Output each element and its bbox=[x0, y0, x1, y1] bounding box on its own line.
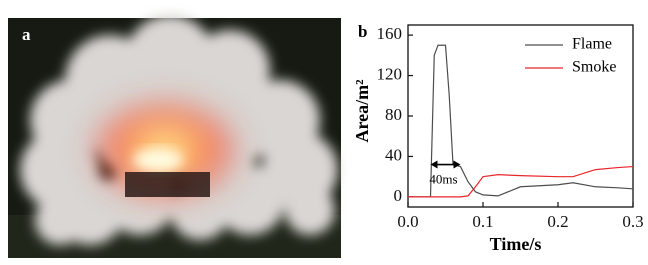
x-tick-label: 0.1 bbox=[472, 212, 493, 231]
panel-label: b bbox=[358, 22, 367, 41]
y-tick-label: 0 bbox=[394, 186, 403, 205]
legend-label: Smoke bbox=[572, 59, 616, 76]
x-axis-label: Time/s bbox=[490, 234, 542, 254]
photo: a bbox=[8, 15, 341, 258]
arrow-head bbox=[454, 161, 461, 169]
x-tick-label: 0.0 bbox=[397, 212, 418, 231]
y-axis-label: Area/m² bbox=[352, 79, 372, 142]
legend-label: Flame bbox=[572, 36, 612, 53]
y-tick-label: 40 bbox=[385, 145, 402, 164]
annotation-text: 40ms bbox=[429, 172, 457, 187]
x-tick-label: 0.3 bbox=[622, 212, 643, 231]
chart: 0 40 80 120 160 0.0 0.1 0.2 0.3 Time/s Area/m² b Fla… bbox=[352, 22, 644, 254]
x-tick-label: 0.2 bbox=[547, 212, 568, 231]
y-tick-label: 120 bbox=[377, 64, 403, 83]
panel-label: a bbox=[22, 25, 31, 44]
y-tick-label: 80 bbox=[385, 105, 402, 124]
figure: a 0 40 80 120 160 0.0 0.1 0.2 0.3 Time/s Area/m² b F… bbox=[0, 0, 648, 260]
y-tick-label: 160 bbox=[377, 24, 403, 43]
